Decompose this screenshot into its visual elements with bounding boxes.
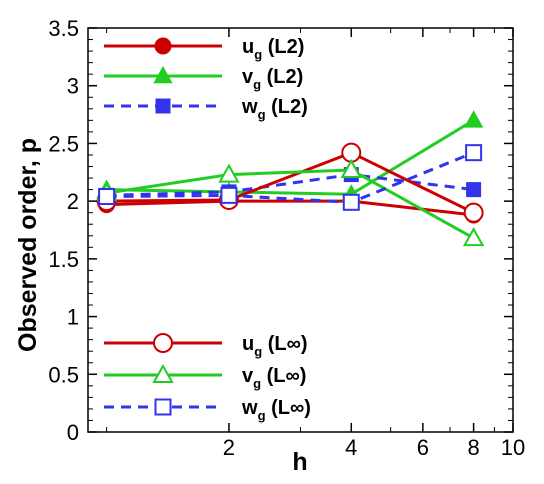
y-tick-label: 1 xyxy=(67,305,79,330)
plot-area xyxy=(95,110,485,247)
y-axis-title: Observed order, p xyxy=(14,138,42,352)
x-tick-label: 10 xyxy=(501,435,525,460)
legend-label-v_linf: vg (L∞) xyxy=(242,365,306,391)
y-tick-label: 0 xyxy=(67,420,79,445)
series-line-v_linf xyxy=(106,168,475,240)
data-point-v_linf xyxy=(218,163,240,183)
data-point-u_linf xyxy=(463,202,484,223)
series-line-u_l2 xyxy=(106,199,474,217)
y-tick-label: 2.5 xyxy=(48,131,79,156)
legend-label-u_l2: ug (L2) xyxy=(242,36,304,62)
legend: ug (L2) vg (L2) wg (L2) ug (L∞) vg (L∞) wg (L… xyxy=(104,36,311,423)
data-point-v_linf xyxy=(340,158,362,178)
legend-label-u_linf: ug (L∞) xyxy=(242,333,308,359)
data-point-w_linf xyxy=(98,188,116,206)
x-axis-title: h xyxy=(292,448,307,476)
data-point-v_linf xyxy=(462,227,485,247)
y-tick-label: 3 xyxy=(67,74,79,99)
data-point-w_linf xyxy=(342,193,360,211)
legend-marker-w_l2 xyxy=(155,98,171,114)
y-tick-label: 3.5 xyxy=(48,16,79,41)
y-tick-label: 1.5 xyxy=(48,247,79,272)
legend-marker-w_linf xyxy=(154,398,172,416)
x-tick-label: 6 xyxy=(417,435,429,460)
legend-marker-v_linf xyxy=(152,363,174,384)
legend-marker-u_l2 xyxy=(154,37,172,55)
legend-label-w_linf: wg (L∞) xyxy=(241,397,311,423)
axes: 0 0.5 1 1.5 2 2.5 3 3.5 2 4 6 8 10 xyxy=(48,16,525,460)
legend-label-v_l2: vg (L2) xyxy=(242,66,303,92)
x-tick-label: 8 xyxy=(467,435,479,460)
data-point-w_l2 xyxy=(466,182,482,198)
x-tick-label: 2 xyxy=(223,435,235,460)
y-tick-label: 2 xyxy=(67,189,79,214)
series-line-w_linf xyxy=(106,151,475,204)
series-line-v_l2 xyxy=(106,119,475,196)
legend-marker-u_linf xyxy=(153,333,173,353)
legend-marker-v_l2 xyxy=(153,65,173,84)
x-tick-label: 4 xyxy=(345,435,357,460)
data-point-v_l2 xyxy=(463,110,484,128)
y-tick-label: 0.5 xyxy=(48,362,79,387)
series-line-u_linf xyxy=(106,151,475,215)
legend-label-w_l2: wg (L2) xyxy=(241,96,308,122)
data-point-w_linf xyxy=(465,144,483,162)
data-point-w_linf xyxy=(220,186,238,204)
